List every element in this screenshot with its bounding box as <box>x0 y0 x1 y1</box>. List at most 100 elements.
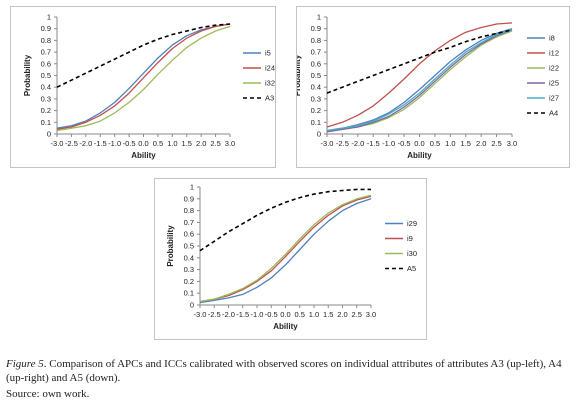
y-tick-label: 0.7 <box>184 218 194 227</box>
x-tick-label: 2.0 <box>476 139 486 148</box>
y-tick-label: 0.8 <box>41 36 51 45</box>
legend-label-i12: i12 <box>549 49 559 58</box>
y-tick-label: 0.5 <box>184 242 194 251</box>
y-tick-label: 0.8 <box>311 36 321 45</box>
chart-panel-up-right: 0 0.1 0.2 0.3 0.4 0.5 0.6 0.7 0.8 0.9 1 -3.0 -2.5 -2.… <box>296 6 570 168</box>
y-tick-label: 0.5 <box>41 71 51 80</box>
y-tick-label: 0.2 <box>41 106 51 115</box>
y-tick-label: 0.1 <box>311 118 321 127</box>
x-tick-label: 0.5 <box>430 139 440 148</box>
x-tick-label: -1.0 <box>108 139 121 148</box>
y-tick-label: 1 <box>47 13 51 22</box>
y-tick-label: 0 <box>317 130 321 139</box>
x-tick-label: 2.0 <box>337 310 347 319</box>
y-tick-label: 0 <box>190 301 194 310</box>
legend-label-i9: i9 <box>407 234 413 243</box>
y-tick-label: 0.6 <box>41 59 51 68</box>
x-tick-label: -2.0 <box>79 139 92 148</box>
x-tick-label: -1.0 <box>251 310 264 319</box>
caption-label: Figure 5 <box>6 358 44 370</box>
x-tick-label: 1.0 <box>309 310 319 319</box>
legend-label-a4: A4 <box>549 109 558 118</box>
x-tick-label: -0.5 <box>398 139 411 148</box>
x-tick-label: 2.5 <box>210 139 220 148</box>
y-tick-label: 0.4 <box>311 83 321 92</box>
y-axis-title: Probability <box>166 225 175 267</box>
series-line-i25 <box>326 29 513 133</box>
x-tick-label: -2.5 <box>65 139 78 148</box>
series-line-i27 <box>326 29 513 132</box>
series-line-i5 <box>56 23 231 129</box>
chart-a5: 0 0.1 0.2 0.3 0.4 0.5 0.6 0.7 0.8 0.9 1 -3.0 -2.5 -2.… <box>166 183 417 332</box>
x-tick-label: -1.5 <box>236 310 249 319</box>
legend-label-a5: A5 <box>407 264 416 273</box>
x-tick-label: -3.0 <box>321 139 334 148</box>
y-tick-label: 0.1 <box>41 118 51 127</box>
y-tick-label: 0.4 <box>41 83 51 92</box>
legend-label-i25: i25 <box>549 79 559 88</box>
x-tick-label: -1.0 <box>382 139 395 148</box>
caption-text: . Comparison of APCs and ICCs calibrated… <box>6 358 562 384</box>
y-tick-label: 0.3 <box>41 94 51 103</box>
y-tick-label: 0.9 <box>41 24 51 33</box>
y-tick-label: 0.3 <box>311 94 321 103</box>
x-tick-label: 0.5 <box>153 139 163 148</box>
x-tick-label: 2.0 <box>196 139 206 148</box>
x-tick-label: 2.5 <box>352 310 362 319</box>
chart-a3: 0 0.1 0.2 0.3 0.4 0.5 0.6 0.7 0.8 0.9 1 -3.0 -2.5 -2.… <box>23 13 275 161</box>
x-tick-label: -2.0 <box>222 310 235 319</box>
series-line-i12 <box>326 22 513 128</box>
series-line-i8 <box>326 28 513 132</box>
x-tick-label: 0.0 <box>414 139 424 148</box>
y-axis-title: Probability <box>23 54 32 96</box>
y-tick-label: 0.6 <box>311 59 321 68</box>
source-note: Source: own work. <box>6 388 90 400</box>
series-line-a3 <box>56 23 231 88</box>
series-line-i32 <box>56 25 231 132</box>
legend-label-i5: i5 <box>265 49 271 58</box>
x-tick-label: -2.0 <box>351 139 364 148</box>
y-tick-label: 1 <box>317 13 321 22</box>
legend-label-i29: i29 <box>407 219 417 228</box>
x-tick-label: 1.5 <box>182 139 192 148</box>
y-tick-label: 0.7 <box>311 48 321 57</box>
y-tick-label: 0.2 <box>311 106 321 115</box>
x-tick-label: 1.0 <box>445 139 455 148</box>
y-tick-label: 0.1 <box>184 289 194 298</box>
figure-caption: Figure 5. Comparison of APCs and ICCs ca… <box>6 357 574 385</box>
x-tick-label: -0.5 <box>123 139 136 148</box>
legend-label-a3: A3 <box>265 94 274 103</box>
y-tick-label: 0.2 <box>184 277 194 286</box>
x-tick-label: 3.0 <box>366 310 376 319</box>
x-tick-label: -3.0 <box>51 139 64 148</box>
x-tick-label: 3.0 <box>225 139 235 148</box>
x-tick-label: 0.0 <box>138 139 148 148</box>
x-tick-label: 3.0 <box>507 139 517 148</box>
x-tick-label: 2.5 <box>491 139 501 148</box>
x-axis-title: Ability <box>131 151 156 160</box>
x-tick-label: 1.5 <box>323 310 333 319</box>
legend-label-i27: i27 <box>549 94 559 103</box>
x-tick-label: -1.5 <box>94 139 107 148</box>
x-tick-label: -2.5 <box>208 310 221 319</box>
legend-label-i22: i22 <box>549 64 559 73</box>
y-tick-label: 0.8 <box>184 206 194 215</box>
x-axis-title: Ability <box>273 322 298 331</box>
y-tick-label: 0.6 <box>184 230 194 239</box>
legend-label-i30: i30 <box>407 249 417 258</box>
legend-label-i8: i8 <box>549 34 555 43</box>
y-tick-label: 0.9 <box>311 24 321 33</box>
chart-panel-down: 0 0.1 0.2 0.3 0.4 0.5 0.6 0.7 0.8 0.9 1 -3.0 -2.5 -2.… <box>154 178 427 340</box>
series-line-i30 <box>199 194 372 303</box>
y-axis-title: Probability <box>297 54 302 96</box>
legend-label-i32: i32 <box>265 79 275 88</box>
x-tick-label: -3.0 <box>194 310 207 319</box>
y-tick-label: 0.4 <box>184 253 194 262</box>
chart-panel-up-left: 0 0.1 0.2 0.3 0.4 0.5 0.6 0.7 0.8 0.9 1 -3.0 -2.5 -2.… <box>10 6 276 168</box>
legend-label-i24: i24 <box>265 64 275 73</box>
x-tick-label: -1.5 <box>367 139 380 148</box>
chart-a4: 0 0.1 0.2 0.3 0.4 0.5 0.6 0.7 0.8 0.9 1 -3.0 -2.5 -2.… <box>297 13 559 161</box>
x-tick-label: 0.5 <box>295 310 305 319</box>
y-tick-label: 0.5 <box>311 71 321 80</box>
y-tick-label: 1 <box>190 183 194 192</box>
